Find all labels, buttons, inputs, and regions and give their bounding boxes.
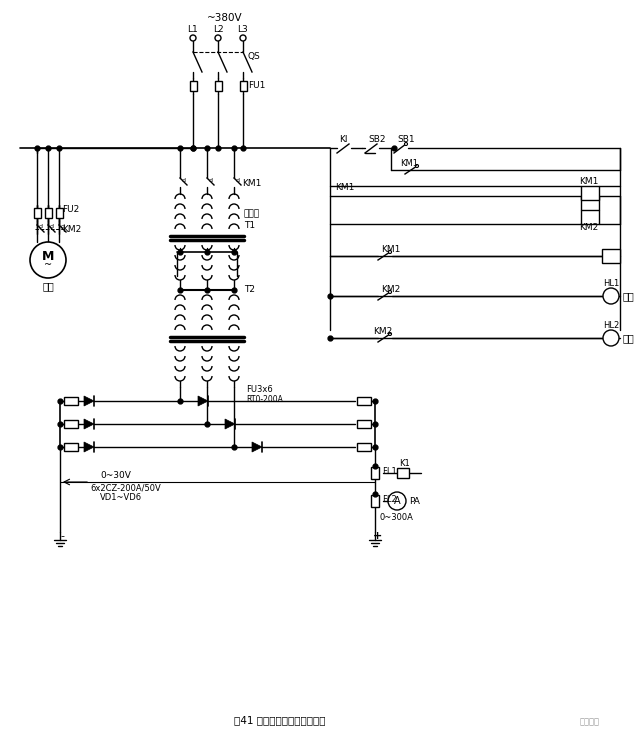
Text: KM1: KM1	[335, 184, 355, 192]
Bar	[64, 443, 78, 451]
Text: L3: L3	[237, 25, 248, 35]
Text: K1: K1	[399, 459, 410, 468]
Polygon shape	[252, 442, 262, 452]
Bar	[357, 397, 371, 405]
Text: KM1: KM1	[579, 178, 598, 186]
Bar	[64, 420, 78, 428]
Bar	[397, 468, 409, 478]
Text: ~: ~	[44, 260, 52, 270]
Text: 6x2CZ-200A/50V: 6x2CZ-200A/50V	[90, 483, 161, 493]
Text: KM2: KM2	[373, 326, 392, 335]
Polygon shape	[198, 396, 208, 406]
Text: FU1: FU1	[248, 81, 266, 90]
Text: RT0-200A: RT0-200A	[246, 394, 283, 403]
Polygon shape	[84, 442, 94, 452]
Text: -: -	[60, 531, 64, 541]
Circle shape	[388, 332, 392, 335]
Circle shape	[240, 35, 246, 41]
Text: 电工天下: 电工天下	[580, 718, 600, 727]
Bar	[64, 397, 78, 405]
Text: SB2: SB2	[368, 135, 385, 144]
Text: 0~30V: 0~30V	[100, 471, 131, 480]
Text: L1: L1	[188, 25, 198, 35]
Bar	[602, 249, 620, 263]
Circle shape	[415, 164, 419, 167]
Text: A: A	[394, 496, 400, 506]
Bar	[581, 186, 599, 200]
Circle shape	[388, 251, 392, 254]
Text: PA: PA	[409, 497, 420, 505]
Bar	[189, 81, 196, 91]
Bar	[45, 208, 51, 218]
Text: M: M	[42, 251, 54, 263]
Circle shape	[603, 330, 619, 346]
Text: KM2: KM2	[381, 284, 400, 294]
Text: ~380V: ~380V	[207, 13, 243, 23]
Bar	[33, 208, 40, 218]
Bar	[56, 208, 63, 218]
Text: KM2: KM2	[62, 224, 81, 234]
Circle shape	[190, 35, 196, 41]
Text: KI: KI	[339, 135, 348, 144]
Text: FU3x6: FU3x6	[246, 385, 273, 394]
Polygon shape	[84, 396, 94, 406]
Text: L2: L2	[212, 25, 223, 35]
Circle shape	[215, 35, 221, 41]
Text: KM2: KM2	[579, 223, 598, 232]
Bar	[371, 495, 379, 507]
Text: SB1: SB1	[397, 135, 415, 144]
Text: 0~300A: 0~300A	[380, 513, 414, 522]
Text: T2: T2	[244, 286, 255, 295]
Circle shape	[30, 242, 66, 278]
Text: d: d	[236, 178, 240, 183]
Text: FU2: FU2	[62, 206, 79, 215]
Text: 调压器: 调压器	[244, 209, 260, 218]
Text: 风扇: 风扇	[42, 281, 54, 291]
Text: d: d	[209, 178, 213, 183]
Polygon shape	[84, 419, 94, 429]
Bar	[581, 210, 599, 224]
Polygon shape	[225, 419, 235, 429]
Text: d: d	[39, 223, 43, 229]
Circle shape	[603, 288, 619, 304]
Text: FL1: FL1	[382, 466, 397, 476]
Text: HL1: HL1	[603, 278, 620, 288]
Text: KM1: KM1	[242, 178, 261, 187]
Bar	[214, 81, 221, 91]
Circle shape	[388, 492, 406, 510]
Text: FL2: FL2	[382, 494, 397, 503]
Text: 停止: 停止	[623, 333, 635, 343]
Text: VD1~VD6: VD1~VD6	[100, 494, 142, 502]
Text: +: +	[372, 531, 381, 541]
Text: T1: T1	[244, 221, 255, 230]
Bar	[357, 420, 371, 428]
Text: KM1: KM1	[381, 244, 401, 254]
Bar	[357, 443, 371, 451]
Text: d: d	[182, 178, 186, 183]
Text: KM1: KM1	[400, 158, 418, 167]
Circle shape	[404, 143, 408, 146]
Text: 图41 利用硅整流器件电镇线路: 图41 利用硅整流器件电镇线路	[234, 715, 326, 725]
Bar	[371, 467, 379, 479]
Text: 运行: 运行	[623, 291, 635, 301]
Circle shape	[388, 291, 392, 294]
Text: d: d	[50, 223, 54, 229]
Bar	[239, 81, 246, 91]
Text: d: d	[61, 223, 65, 229]
Text: HL2: HL2	[603, 320, 620, 329]
Text: QS: QS	[248, 53, 260, 61]
